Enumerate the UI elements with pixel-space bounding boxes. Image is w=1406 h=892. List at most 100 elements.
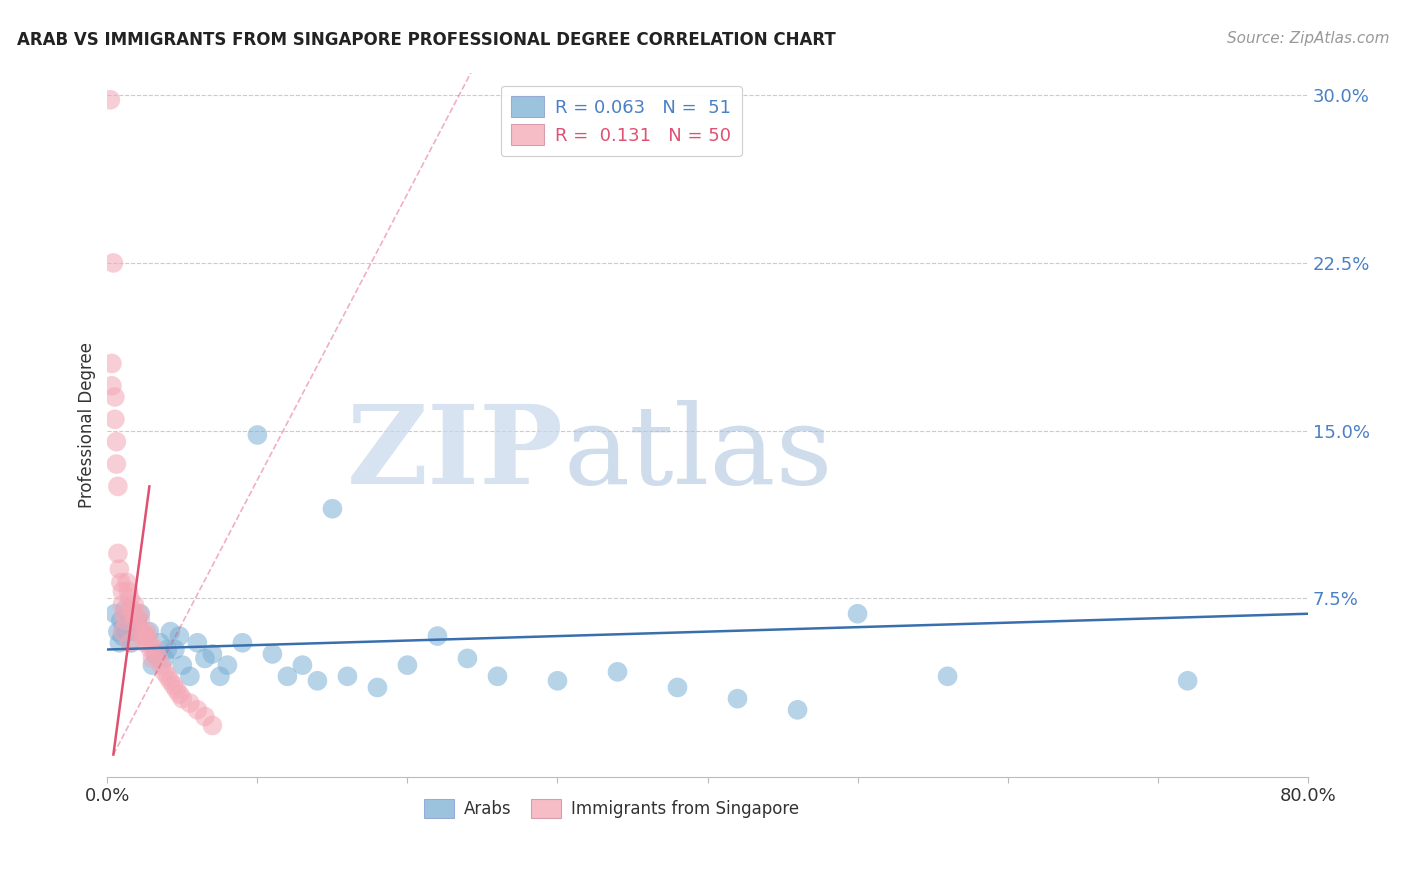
Point (100, 93, 122, 107)
Point (321, 501, 343, 516)
Point (134, 636, 156, 650)
Point (120, 602, 142, 616)
Point (125, 614, 148, 628)
Point (336, 669, 359, 683)
Point (129, 614, 152, 628)
Point (118, 636, 141, 650)
Point (208, 669, 231, 683)
Point (150, 658, 173, 673)
Point (135, 624, 157, 639)
Point (153, 665, 176, 679)
Point (104, 390, 127, 404)
Point (186, 636, 208, 650)
Point (148, 651, 170, 665)
Text: atlas: atlas (564, 400, 834, 507)
Legend: Arabs, Immigrants from Singapore: Arabs, Immigrants from Singapore (418, 792, 806, 825)
Point (194, 651, 217, 665)
Text: ZIP: ZIP (347, 400, 564, 507)
Point (111, 629, 134, 643)
Point (114, 602, 136, 616)
Point (366, 681, 388, 695)
Point (112, 607, 135, 621)
Point (201, 647, 224, 661)
Point (136, 629, 159, 643)
Point (139, 642, 162, 657)
Point (120, 636, 142, 650)
Point (104, 607, 127, 621)
Point (122, 607, 145, 621)
Point (132, 629, 155, 643)
Point (129, 607, 152, 621)
Point (101, 379, 124, 393)
Point (115, 624, 138, 639)
Point (156, 642, 179, 657)
Point (127, 624, 149, 639)
Point (165, 682, 187, 697)
Point (169, 629, 191, 643)
Point (172, 691, 194, 706)
Point (107, 546, 129, 560)
Point (141, 651, 163, 665)
Point (179, 669, 201, 683)
Point (117, 584, 139, 599)
Text: ARAB VS IMMIGRANTS FROM SINGAPORE PROFESSIONAL DEGREE CORRELATION CHART: ARAB VS IMMIGRANTS FROM SINGAPORE PROFES… (17, 31, 835, 49)
Point (666, 681, 689, 695)
Point (159, 624, 181, 639)
Point (169, 687, 191, 701)
Point (103, 256, 125, 270)
Point (156, 669, 179, 683)
Point (153, 651, 176, 665)
Point (1177, 673, 1199, 688)
Point (456, 651, 478, 665)
Point (114, 614, 136, 628)
Point (134, 629, 156, 643)
Point (105, 434, 128, 449)
Y-axis label: Professional Degree: Professional Degree (79, 342, 96, 508)
Point (606, 665, 628, 679)
Point (108, 562, 131, 576)
Point (201, 718, 224, 732)
Point (141, 658, 163, 673)
Point (107, 479, 129, 493)
Point (186, 703, 208, 717)
Point (307, 673, 329, 688)
Point (172, 658, 194, 673)
Point (786, 703, 808, 717)
Point (149, 636, 172, 650)
Point (936, 669, 959, 683)
Point (128, 607, 150, 621)
Point (396, 658, 419, 673)
Point (217, 658, 239, 673)
Point (112, 620, 135, 634)
Point (159, 673, 181, 688)
Point (118, 614, 141, 628)
Point (118, 591, 141, 606)
Point (486, 669, 509, 683)
Point (115, 575, 138, 590)
Point (162, 678, 184, 692)
Point (426, 629, 449, 643)
Text: Source: ZipAtlas.com: Source: ZipAtlas.com (1226, 31, 1389, 46)
Point (101, 356, 124, 370)
Point (111, 624, 134, 639)
Point (111, 598, 134, 612)
Point (291, 658, 314, 673)
Point (124, 598, 146, 612)
Point (105, 457, 128, 471)
Point (727, 691, 749, 706)
Point (276, 669, 298, 683)
Point (145, 642, 167, 657)
Point (104, 412, 127, 426)
Point (262, 647, 284, 661)
Point (110, 575, 132, 590)
Point (107, 624, 129, 639)
Point (110, 614, 132, 628)
Point (111, 584, 134, 599)
Point (145, 647, 167, 661)
Point (124, 624, 146, 639)
Point (547, 673, 569, 688)
Point (246, 428, 269, 442)
Point (163, 642, 186, 657)
Point (138, 624, 160, 639)
Point (194, 709, 217, 723)
